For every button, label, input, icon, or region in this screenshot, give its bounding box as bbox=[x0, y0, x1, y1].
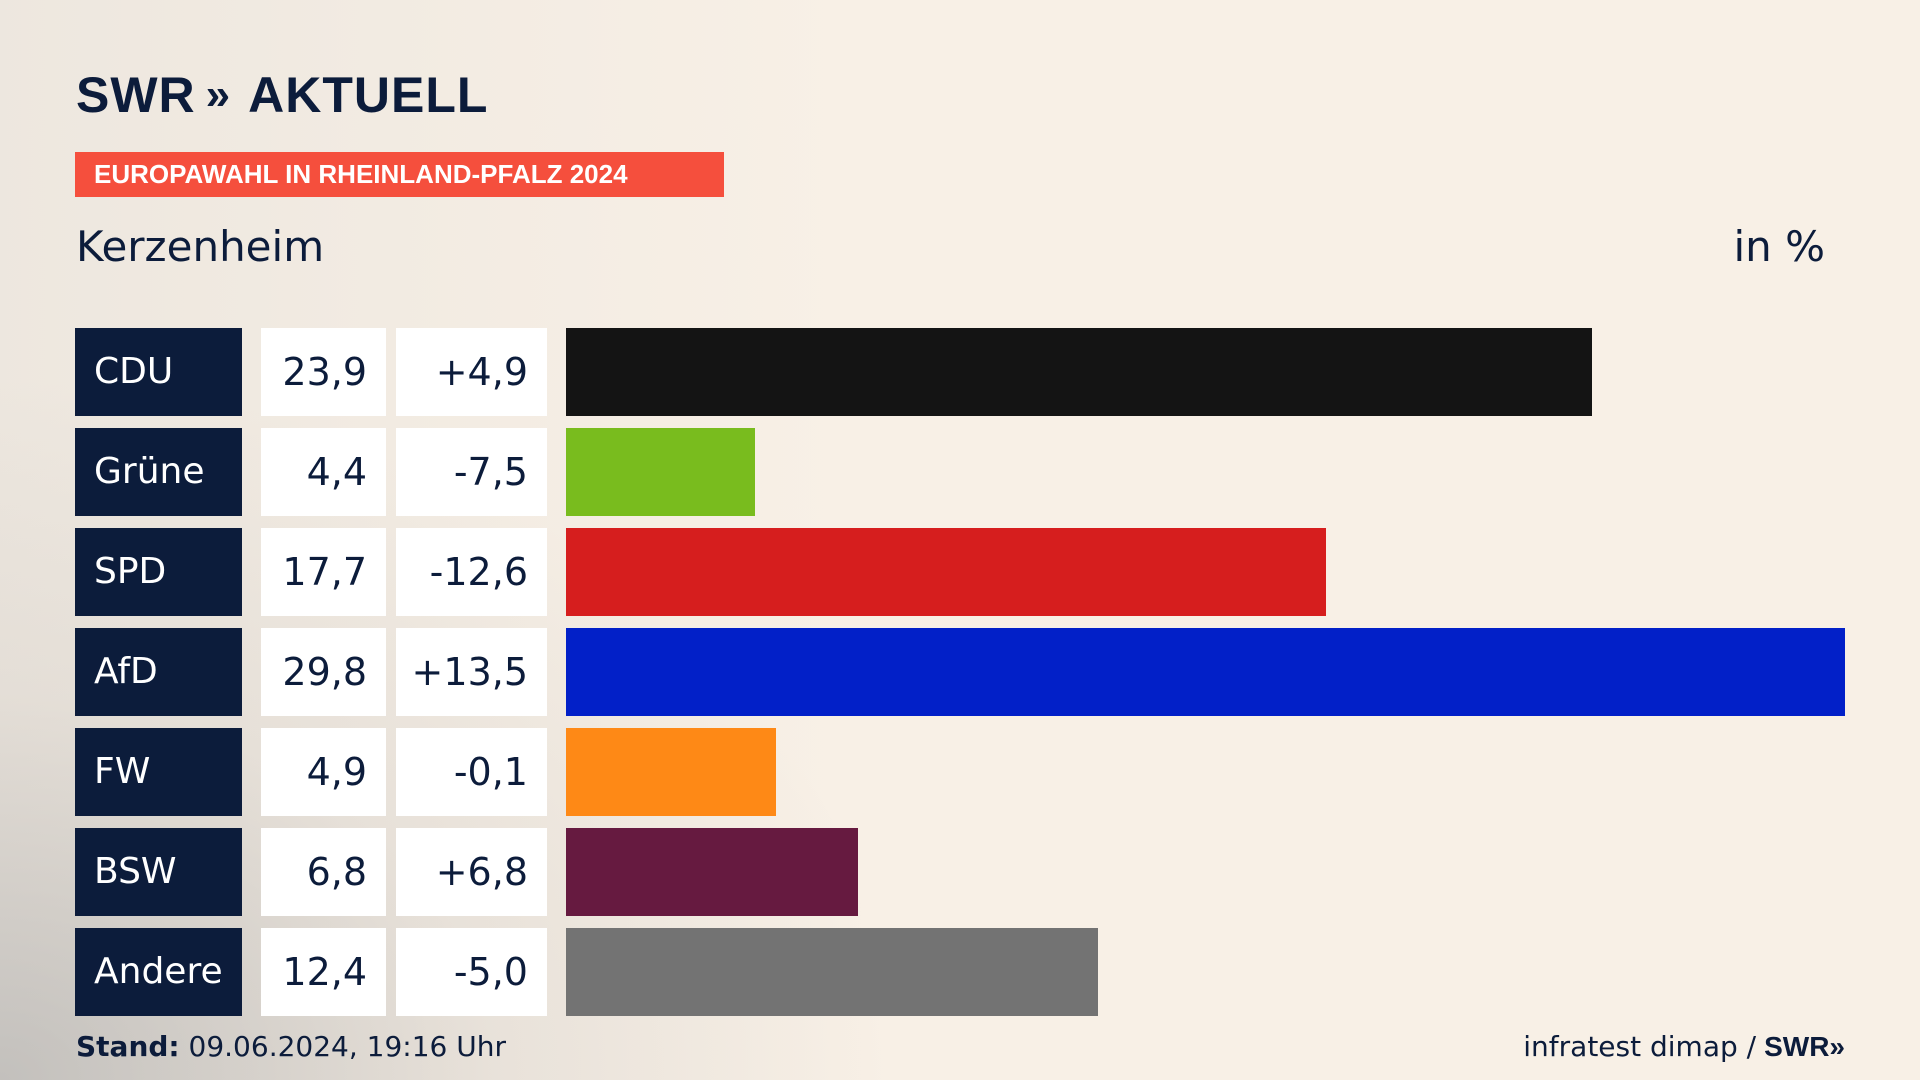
party-label: AfD bbox=[75, 628, 242, 716]
chart-row: Grüne 4,4 -7,5 bbox=[75, 428, 1845, 516]
bar-bsw bbox=[566, 828, 858, 916]
value-label: 23,9 bbox=[261, 328, 386, 416]
chart-row: CDU 23,9 +4,9 bbox=[75, 328, 1845, 416]
party-label: SPD bbox=[75, 528, 242, 616]
diff-label: -5,0 bbox=[396, 928, 547, 1016]
diff-label: +4,9 bbox=[396, 328, 547, 416]
bar-cdu bbox=[566, 328, 1592, 416]
party-label: BSW bbox=[75, 828, 242, 916]
region-title: Kerzenheim bbox=[76, 222, 325, 271]
party-label: FW bbox=[75, 728, 242, 816]
value-label: 4,9 bbox=[261, 728, 386, 816]
party-label: CDU bbox=[75, 328, 242, 416]
timestamp-value: 09.06.2024, 19:16 Uhr bbox=[188, 1030, 506, 1063]
party-label: Grüne bbox=[75, 428, 242, 516]
logo-chevrons: » bbox=[205, 70, 231, 119]
timestamp-label: Stand: bbox=[76, 1030, 180, 1063]
election-label: EUROPAWAHL IN RHEINLAND-PFALZ 2024 bbox=[75, 152, 724, 197]
bar-afd bbox=[566, 628, 1845, 716]
party-label: Andere bbox=[75, 928, 242, 1016]
bar-andere bbox=[566, 928, 1098, 1016]
diff-label: -12,6 bbox=[396, 528, 547, 616]
chart-row: AfD 29,8 +13,5 bbox=[75, 628, 1845, 716]
source-credit: infratest dimap / SWR» bbox=[1523, 1030, 1845, 1063]
value-label: 17,7 bbox=[261, 528, 386, 616]
value-label: 29,8 bbox=[261, 628, 386, 716]
logo-swr: SWR bbox=[76, 67, 196, 123]
chart-row: BSW 6,8 +6,8 bbox=[75, 828, 1845, 916]
chart-row: FW 4,9 -0,1 bbox=[75, 728, 1845, 816]
swr-aktuell-logo: SWR » AKTUELL bbox=[76, 66, 488, 124]
unit-label: in % bbox=[1733, 222, 1825, 271]
source-text: infratest dimap / bbox=[1523, 1030, 1757, 1063]
diff-label: -7,5 bbox=[396, 428, 547, 516]
bar-spd bbox=[566, 528, 1326, 616]
value-label: 4,4 bbox=[261, 428, 386, 516]
value-label: 6,8 bbox=[261, 828, 386, 916]
diff-label: +6,8 bbox=[396, 828, 547, 916]
diff-label: -0,1 bbox=[396, 728, 547, 816]
chart-row: SPD 17,7 -12,6 bbox=[75, 528, 1845, 616]
source-logo: SWR» bbox=[1764, 1030, 1845, 1062]
bar-grne bbox=[566, 428, 755, 516]
diff-label: +13,5 bbox=[396, 628, 547, 716]
value-label: 12,4 bbox=[261, 928, 386, 1016]
chart-row: Andere 12,4 -5,0 bbox=[75, 928, 1845, 1016]
logo-section: AKTUELL bbox=[248, 67, 489, 123]
timestamp: Stand: 09.06.2024, 19:16 Uhr bbox=[76, 1030, 506, 1063]
bar-fw bbox=[566, 728, 776, 816]
